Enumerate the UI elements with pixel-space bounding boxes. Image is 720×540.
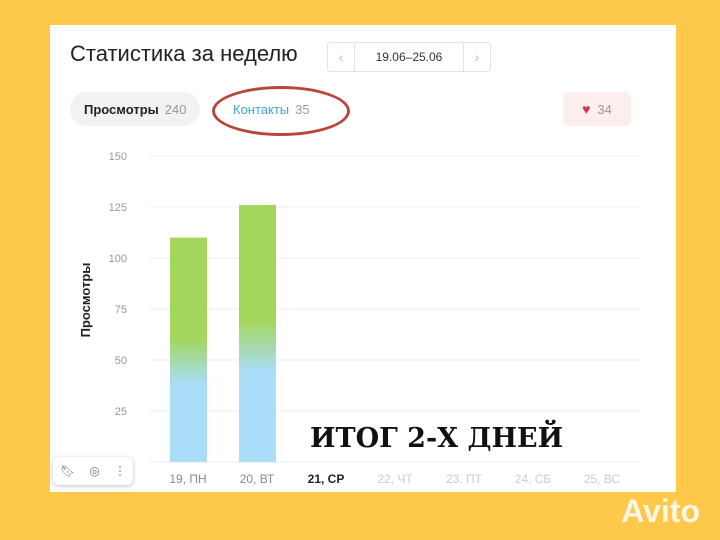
favorites-count: 34	[597, 101, 612, 117]
x-tick-label: 19, ПН	[169, 472, 206, 486]
x-tick-label: 23, ПТ	[446, 472, 483, 486]
x-tick-label: 24, СБ	[515, 472, 552, 486]
bookmark-icon[interactable]: 🔖︎	[60, 464, 76, 478]
more-icon[interactable]: ⋮	[113, 464, 126, 478]
x-tick-label: 22, ЧТ	[377, 472, 413, 486]
camera-icon[interactable]: ◎	[89, 464, 100, 478]
annotation-circle	[212, 86, 350, 136]
tab-count: 240	[164, 101, 187, 117]
x-tick-label: 25, ВС	[584, 472, 621, 486]
date-range-picker[interactable]: ‹ 19.06–25.06 ›	[327, 42, 491, 72]
x-tick-label: 20, ВТ	[240, 472, 275, 486]
date-range: 19.06–25.06	[354, 43, 464, 71]
image-toolbar: 🔖︎ ◎ ⋮	[53, 457, 133, 485]
prev-week-button[interactable]: ‹	[338, 49, 344, 65]
x-tick-label: 21, СР	[308, 472, 345, 486]
bar	[170, 237, 207, 462]
y-tick-label: 50	[115, 355, 127, 367]
y-tick-label: 125	[109, 202, 127, 214]
y-tick-label: 25	[115, 406, 127, 418]
heart-icon: ♥	[582, 101, 591, 117]
next-week-button[interactable]: ›	[474, 49, 480, 65]
tab-views[interactable]: Просмотры 240	[70, 92, 201, 126]
y-tick-label: 100	[109, 253, 127, 265]
bar	[239, 204, 276, 462]
page-title: Статистика за неделю	[70, 41, 298, 66]
bar-chart: Просмотры 25 50 75 100 125 150 19, ПН 20, ВТ 21,…	[78, 151, 640, 486]
favorites-badge[interactable]: ♥ 34	[563, 92, 631, 126]
y-tick-label: 75	[115, 304, 127, 316]
tab-label: Просмотры	[84, 101, 159, 117]
stats-card: Статистика за неделю ‹ 19.06–25.06 › Про…	[50, 25, 676, 492]
overlay-caption: ИТОГ 2-Х ДНЕЙ	[310, 423, 564, 454]
y-tick-label: 150	[109, 151, 127, 163]
avito-watermark: Avito	[621, 493, 700, 529]
y-axis-label: Просмотры	[78, 263, 93, 338]
